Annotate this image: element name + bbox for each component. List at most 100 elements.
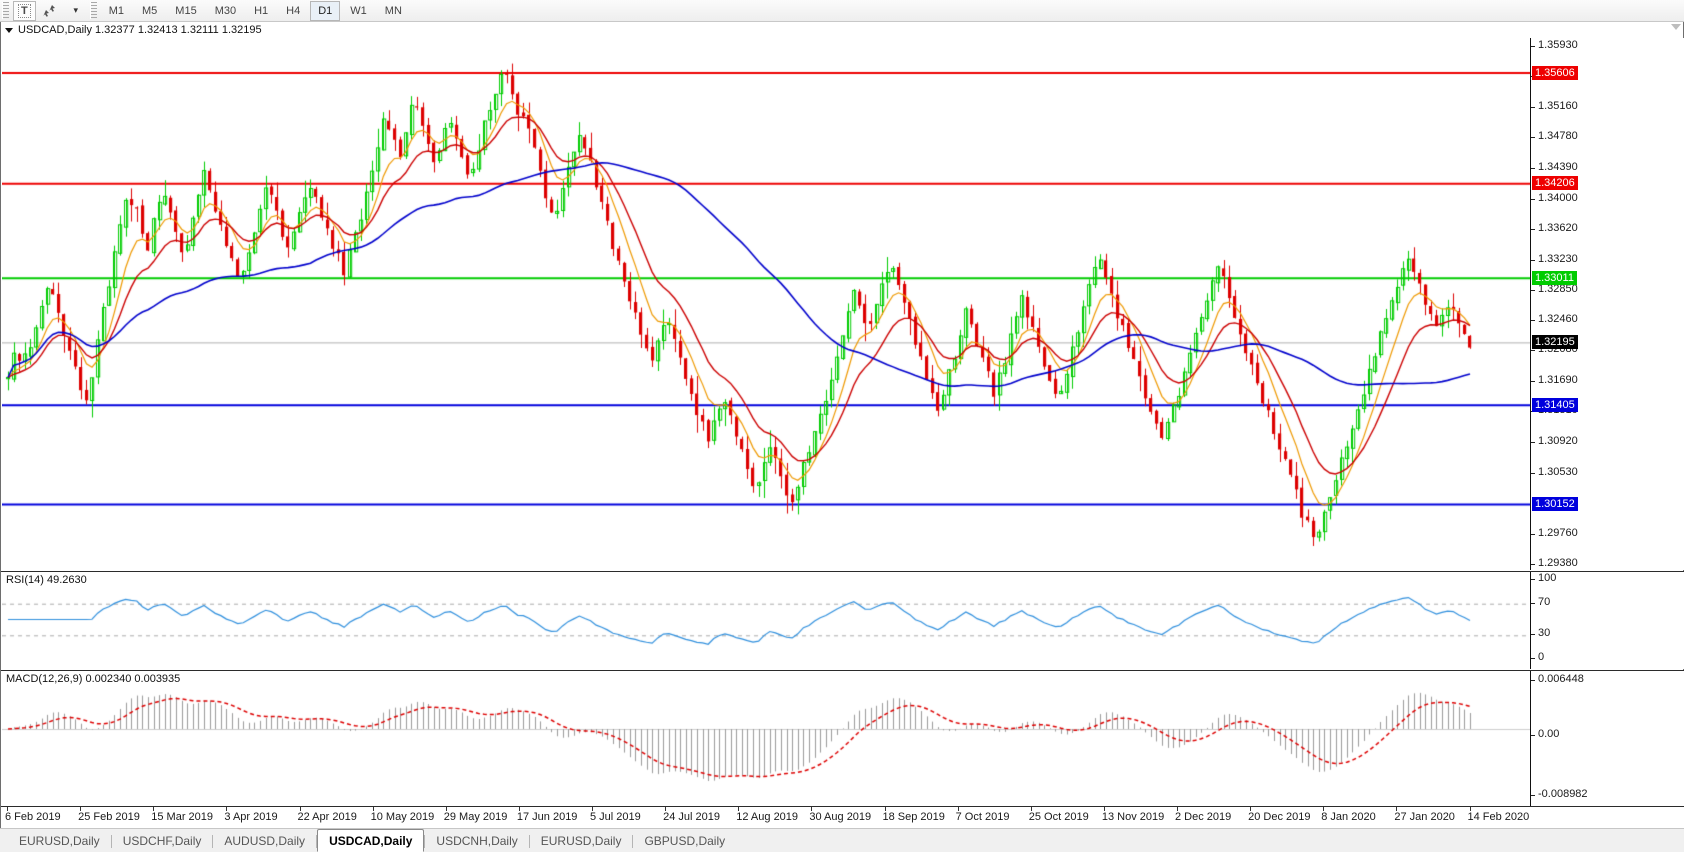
date-tick — [738, 807, 740, 811]
tab-divider — [110, 835, 112, 848]
chart-tab-5[interactable]: EURUSD,Daily — [540, 834, 622, 848]
price-badge-1.32195[interactable]: 1.32195 — [1532, 335, 1578, 350]
rsi-axis[interactable]: 100 70 30 0 — [1530, 572, 1684, 669]
chart-tab-4[interactable]: USDCNH,Daily — [436, 834, 518, 848]
date-tick — [1030, 807, 1032, 811]
date-label: 2 Dec 2019 — [1175, 811, 1232, 823]
price-badge-1.35606[interactable]: 1.35606 — [1532, 65, 1578, 80]
chart-tab-6[interactable]: GBPUSD,Daily — [644, 834, 726, 848]
macd-plot[interactable] — [2, 671, 1530, 806]
text-tool-glyph: T — [18, 3, 31, 18]
main-toolbar: T ▾ M1 M5 M15 M30 H1 H4 D1 W1 MN — [0, 0, 1684, 22]
timeframe-button-m15[interactable]: M15 — [175, 4, 197, 17]
price-badge-1.30152[interactable]: 1.30152 — [1532, 496, 1578, 511]
price-canvas[interactable] — [2, 38, 1530, 570]
date-tick — [445, 807, 447, 811]
macd-axis[interactable]: 0.006448 0.00 -0.008982 — [1530, 671, 1684, 806]
date-tick — [811, 807, 813, 811]
chart-tab-bar: EURUSD,Daily USDCHF,Daily AUDUSD,Daily USDC… — [0, 828, 1684, 852]
date-axis[interactable]: 6 Feb 2019 25 Feb 2019 15 Mar 2019 3 Apr 20… — [1, 806, 1684, 828]
price-pane[interactable]: 1.359301.355501.351601.347801.343901.340… — [1, 38, 1684, 570]
chart-window: USDCAD,Daily 1.32377 1.32413 1.32111 1.3… — [0, 22, 1684, 828]
objects-dropdown-arrow[interactable]: ▾ — [65, 1, 87, 21]
timeframe-button-m30[interactable]: M30 — [214, 4, 237, 17]
price-badge-1.31405[interactable]: 1.31405 — [1532, 397, 1578, 412]
date-label: 22 Apr 2019 — [297, 811, 357, 823]
date-tick — [1396, 807, 1398, 811]
text-tool-icon[interactable]: T — [13, 0, 36, 21]
scroll-up-marker-icon[interactable] — [1671, 24, 1681, 30]
date-label: 24 Jul 2019 — [663, 811, 721, 823]
date-label: 5 Jul 2019 — [590, 811, 641, 823]
date-tick — [372, 807, 374, 811]
macd-pane[interactable]: MACD(12,26,9) 0.002340 0.003935 0.006448… — [1, 670, 1684, 806]
toolbar-grip[interactable] — [2, 2, 9, 19]
date-label: 12 Aug 2019 — [736, 811, 799, 823]
rsi-canvas[interactable] — [2, 572, 1530, 669]
timeframe-group: M1 M5 M15 M30 H1 H4 D1 W1 MN — [100, 0, 411, 21]
rsi-pane[interactable]: RSI(14) 49.2630 100 70 30 0 — [1, 571, 1684, 669]
price-plot[interactable] — [2, 38, 1530, 570]
date-label: 14 Feb 2020 — [1467, 811, 1530, 823]
macd-canvas[interactable] — [2, 671, 1530, 806]
date-label: 7 Oct 2019 — [955, 811, 1010, 823]
date-label: 25 Oct 2019 — [1028, 811, 1089, 823]
chart-panes: 1.359301.355501.351601.347801.343901.340… — [1, 22, 1684, 806]
tab-divider — [316, 835, 318, 848]
timeframe-button-d1[interactable]: D1 — [310, 0, 341, 21]
date-tick — [884, 807, 886, 811]
date-label: 15 Mar 2019 — [151, 811, 214, 823]
date-label: 29 May 2019 — [443, 811, 508, 823]
price-badge-1.33011[interactable]: 1.33011 — [1532, 270, 1577, 285]
timeframe-button-w1[interactable]: W1 — [350, 4, 367, 17]
symbol-quote-text: USDCAD,Daily 1.32377 1.32413 1.32111 1.3… — [18, 24, 262, 36]
collapse-triangle-icon[interactable] — [5, 27, 13, 33]
price-badge-1.34206[interactable]: 1.34206 — [1532, 176, 1578, 191]
date-tick — [592, 807, 593, 811]
date-label: 6 Feb 2019 — [5, 811, 61, 823]
date-tick — [153, 807, 155, 811]
date-label: 27 Jan 2020 — [1394, 811, 1455, 823]
date-label: 3 Apr 2019 — [224, 811, 278, 823]
macd-indicator-label: MACD(12,26,9) 0.002340 0.003935 — [6, 673, 181, 685]
date-label: 30 Aug 2019 — [809, 811, 872, 823]
tab-divider — [632, 835, 634, 848]
date-label: 13 Nov 2019 — [1101, 811, 1165, 823]
timeframe-button-mn[interactable]: MN — [384, 4, 402, 17]
date-tick — [1323, 807, 1325, 811]
date-label: 18 Sep 2019 — [882, 811, 945, 823]
date-label: 20 Dec 2019 — [1248, 811, 1311, 823]
date-tick — [226, 807, 228, 811]
rsi-plot[interactable] — [2, 572, 1530, 669]
timeframe-button-m5[interactable]: M5 — [142, 4, 158, 17]
chart-tab-3[interactable]: USDCAD,Daily — [317, 829, 425, 852]
date-tick — [518, 807, 520, 811]
symbol-quote-bar: USDCAD,Daily 1.32377 1.32413 1.32111 1.3… — [1, 22, 1683, 38]
date-tick — [1469, 807, 1471, 811]
chart-tab-2[interactable]: AUDUSD,Daily — [224, 834, 306, 848]
date-label: 8 Jan 2020 — [1321, 811, 1376, 823]
timeframe-button-m1[interactable]: M1 — [108, 4, 125, 17]
chart-tab-0[interactable]: EURUSD,Daily — [19, 834, 100, 848]
date-tick — [1250, 807, 1252, 811]
date-tick — [7, 807, 8, 811]
price-axis[interactable]: 1.359301.355501.351601.347801.343901.340… — [1530, 38, 1684, 570]
objects-list-icon[interactable] — [38, 1, 63, 21]
rsi-indicator-label: RSI(14) 49.2630 — [6, 574, 87, 586]
tab-divider — [528, 835, 530, 848]
chart-tab-1[interactable]: USDCHF,Daily — [122, 834, 202, 848]
date-tick — [1103, 807, 1105, 811]
date-tick — [80, 807, 82, 811]
chevron-down-icon: ▾ — [73, 5, 78, 15]
tab-divider — [212, 835, 214, 848]
date-label: 25 Feb 2019 — [78, 811, 140, 823]
tab-divider — [424, 835, 426, 848]
date-label: 17 Jun 2019 — [516, 811, 578, 823]
date-label: 10 May 2019 — [370, 811, 435, 823]
date-tick — [665, 807, 667, 811]
timeframe-button-h4[interactable]: H4 — [286, 4, 301, 17]
timeframe-grip[interactable] — [89, 2, 97, 19]
timeframe-button-h1[interactable]: H1 — [254, 4, 269, 17]
date-tick — [957, 807, 959, 811]
